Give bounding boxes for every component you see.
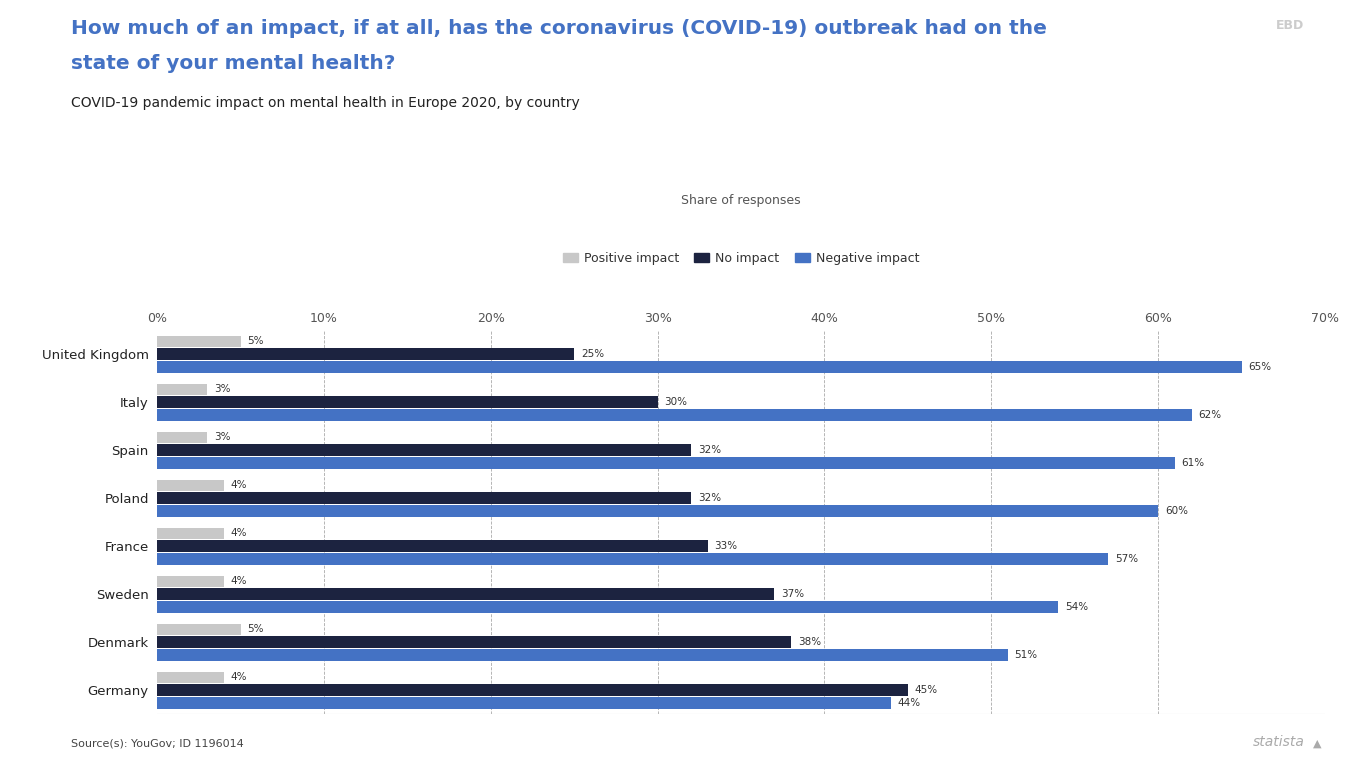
- Text: 32%: 32%: [698, 445, 721, 455]
- Text: 5%: 5%: [247, 624, 264, 634]
- Text: 45%: 45%: [915, 685, 937, 695]
- Text: 4%: 4%: [231, 673, 247, 683]
- Bar: [157, 361, 1242, 372]
- Text: 33%: 33%: [714, 541, 738, 551]
- Text: 4%: 4%: [231, 528, 247, 538]
- Bar: [157, 672, 224, 684]
- Bar: [157, 637, 791, 648]
- Text: 60%: 60%: [1165, 506, 1188, 516]
- Text: 25%: 25%: [581, 349, 604, 359]
- Text: 44%: 44%: [897, 698, 921, 708]
- Text: Source(s): YouGov; ID 1196014: Source(s): YouGov; ID 1196014: [71, 739, 243, 749]
- Bar: [157, 432, 208, 443]
- Bar: [157, 384, 208, 396]
- Text: 57%: 57%: [1115, 554, 1138, 564]
- Bar: [157, 445, 691, 456]
- Bar: [157, 684, 908, 696]
- Legend: Positive impact, No impact, Negative impact: Positive impact, No impact, Negative imp…: [563, 252, 919, 265]
- Text: 61%: 61%: [1182, 458, 1205, 468]
- Text: COVID-19 pandemic impact on mental health in Europe 2020, by country: COVID-19 pandemic impact on mental healt…: [71, 96, 579, 110]
- Bar: [157, 492, 691, 504]
- Text: 3%: 3%: [214, 385, 231, 395]
- Bar: [157, 553, 1108, 564]
- Bar: [157, 601, 1059, 613]
- Text: Share of responses: Share of responses: [682, 194, 800, 207]
- Text: 32%: 32%: [698, 493, 721, 503]
- Bar: [157, 588, 775, 600]
- Text: 5%: 5%: [247, 336, 264, 346]
- Text: statista: statista: [1253, 735, 1305, 749]
- Text: ▲: ▲: [1313, 739, 1321, 749]
- Text: EBD: EBD: [1276, 19, 1305, 32]
- Bar: [157, 457, 1175, 468]
- Bar: [157, 649, 1008, 660]
- Bar: [157, 576, 224, 588]
- Bar: [157, 541, 708, 552]
- Bar: [157, 480, 224, 492]
- Bar: [157, 505, 1158, 517]
- Text: 65%: 65%: [1249, 362, 1272, 372]
- Text: 54%: 54%: [1064, 602, 1087, 612]
- Bar: [157, 349, 574, 360]
- Bar: [157, 624, 240, 635]
- Text: 51%: 51%: [1015, 650, 1038, 660]
- Bar: [157, 336, 240, 347]
- Bar: [157, 697, 891, 709]
- Bar: [157, 528, 224, 539]
- Bar: [157, 409, 1191, 421]
- Text: 38%: 38%: [798, 637, 821, 647]
- Text: 37%: 37%: [781, 589, 805, 599]
- Text: 3%: 3%: [214, 432, 231, 442]
- Text: How much of an impact, if at all, has the coronavirus (COVID-19) outbreak had on: How much of an impact, if at all, has th…: [71, 19, 1046, 38]
- Text: 4%: 4%: [231, 481, 247, 491]
- Text: state of your mental health?: state of your mental health?: [71, 54, 395, 73]
- Text: 30%: 30%: [664, 397, 687, 407]
- Bar: [157, 396, 657, 408]
- Text: 4%: 4%: [231, 577, 247, 587]
- Text: 62%: 62%: [1198, 410, 1221, 420]
